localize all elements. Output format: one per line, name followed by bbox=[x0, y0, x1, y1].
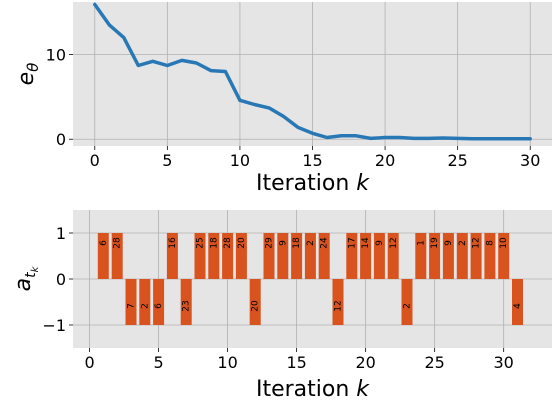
bar bbox=[401, 279, 413, 325]
bar bbox=[222, 233, 234, 279]
bar-label: 12 bbox=[389, 237, 399, 248]
bar bbox=[277, 233, 289, 279]
bar bbox=[97, 233, 109, 279]
bar bbox=[139, 279, 151, 325]
y-tick-label: 0 bbox=[56, 270, 66, 289]
series-line bbox=[93, 2, 532, 141]
x-tick-label: 0 bbox=[90, 151, 100, 170]
bar bbox=[360, 233, 372, 279]
bar-label: 17 bbox=[347, 237, 357, 248]
bar bbox=[291, 233, 303, 279]
bar bbox=[498, 233, 510, 279]
bar-label: 24 bbox=[320, 237, 330, 249]
bar-label: 29 bbox=[265, 237, 275, 249]
bar-label: 20 bbox=[237, 237, 247, 249]
bar-label: 10 bbox=[499, 237, 509, 249]
tick-labels: 0 5 10 15 20 25 30 0 10 bbox=[46, 46, 541, 170]
bar-label: 9 bbox=[278, 240, 288, 246]
bar-label: 20 bbox=[251, 300, 261, 312]
bar-label: 7 bbox=[127, 303, 137, 309]
bar bbox=[512, 279, 523, 325]
x-tick-label: 10 bbox=[230, 151, 250, 170]
bar bbox=[125, 279, 137, 325]
bar-label: 9 bbox=[444, 240, 454, 246]
series-line-path bbox=[93, 2, 532, 141]
bar-label: 25 bbox=[196, 237, 206, 248]
bar-label: 2 bbox=[140, 303, 150, 309]
bar bbox=[456, 233, 468, 279]
y-tick-label: 0 bbox=[56, 130, 66, 149]
bar bbox=[166, 233, 178, 279]
x-tick-label: 5 bbox=[162, 151, 172, 170]
bar bbox=[387, 233, 399, 279]
bar bbox=[249, 279, 261, 325]
x-tick-label: 20 bbox=[355, 353, 375, 372]
bar bbox=[208, 233, 220, 279]
x-tick-label: 30 bbox=[494, 353, 514, 372]
bar-label: 12 bbox=[472, 237, 482, 248]
bar bbox=[373, 233, 385, 279]
y-axis-label: atk bbox=[11, 265, 41, 291]
bar-label: 28 bbox=[113, 237, 123, 249]
x-tick-label: 10 bbox=[217, 353, 237, 372]
bar-label: 23 bbox=[182, 300, 192, 311]
bar-label: 4 bbox=[513, 303, 523, 309]
bar bbox=[442, 233, 454, 279]
bar-label: 19 bbox=[430, 237, 440, 249]
x-tick-label: 0 bbox=[84, 353, 94, 372]
bar-label: 18 bbox=[209, 237, 219, 249]
bar bbox=[318, 233, 330, 279]
bar-label: 12 bbox=[334, 300, 344, 311]
x-tick-label: 15 bbox=[302, 151, 322, 170]
bar bbox=[180, 279, 192, 325]
x-tick-label: 25 bbox=[424, 353, 444, 372]
bar-label: 9 bbox=[375, 240, 385, 246]
bar-label: 14 bbox=[361, 237, 371, 249]
bar bbox=[194, 233, 206, 279]
bar bbox=[415, 233, 427, 279]
y-tick-label: 1 bbox=[56, 224, 66, 243]
x-tick-label: 30 bbox=[520, 151, 540, 170]
bar bbox=[111, 233, 123, 279]
bar bbox=[263, 233, 275, 279]
bar-label: 28 bbox=[223, 237, 233, 249]
bar-label: 2 bbox=[403, 303, 413, 309]
line-chart-panel: 0 5 10 15 20 25 30 0 10 Iteration k eθ bbox=[14, 2, 552, 196]
bar bbox=[235, 233, 247, 279]
bar-label: 8 bbox=[485, 240, 495, 246]
bar-label: 6 bbox=[99, 240, 109, 246]
bar-label: 18 bbox=[292, 237, 302, 249]
x-axis-label: Iteration k bbox=[256, 377, 370, 402]
x-tick-label: 15 bbox=[286, 353, 306, 372]
x-tick-label: 20 bbox=[375, 151, 395, 170]
x-tick-label: 5 bbox=[153, 353, 163, 372]
bar-label: 16 bbox=[168, 237, 178, 249]
y-axis-label: eθ bbox=[14, 63, 42, 86]
bar bbox=[304, 233, 316, 279]
bar bbox=[346, 233, 358, 279]
bar-label: 1 bbox=[416, 240, 426, 246]
bar-label: 2 bbox=[306, 240, 316, 246]
bar-label: 6 bbox=[154, 303, 164, 309]
bar bbox=[153, 279, 165, 325]
bar bbox=[332, 279, 344, 325]
x-tick-label: 25 bbox=[447, 151, 467, 170]
y-tick-label: −1 bbox=[42, 316, 66, 335]
bar bbox=[470, 233, 482, 279]
x-axis-label: Iteration k bbox=[256, 171, 370, 196]
y-tick-label: 10 bbox=[46, 46, 66, 65]
bar-label: 2 bbox=[458, 240, 468, 246]
bar bbox=[429, 233, 441, 279]
bar bbox=[484, 233, 496, 279]
